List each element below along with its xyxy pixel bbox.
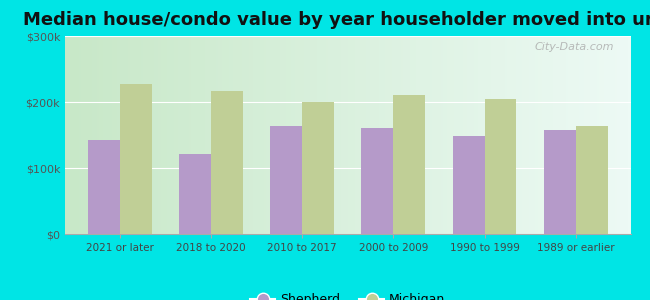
Bar	[302, 102, 334, 234]
Bar	[179, 154, 211, 234]
Bar	[211, 91, 243, 234]
Bar	[452, 136, 484, 234]
Title: Median house/condo value by year householder moved into unit: Median house/condo value by year househo…	[23, 11, 650, 29]
Bar	[484, 99, 517, 234]
Bar	[361, 128, 393, 234]
Bar	[393, 95, 425, 234]
Bar	[576, 126, 608, 234]
Bar	[544, 130, 576, 234]
Legend: Shepherd, Michigan: Shepherd, Michigan	[245, 288, 450, 300]
Text: City-Data.com: City-Data.com	[534, 42, 614, 52]
Bar	[88, 140, 120, 234]
Bar	[120, 83, 151, 234]
Bar	[270, 126, 302, 234]
